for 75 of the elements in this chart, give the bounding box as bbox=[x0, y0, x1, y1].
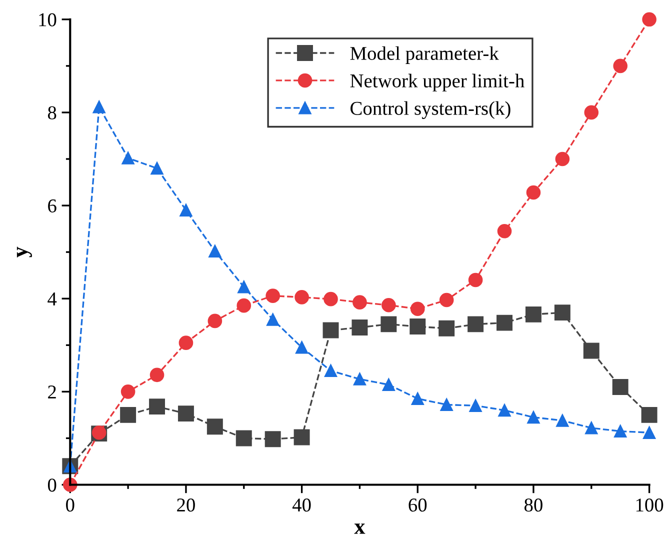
point bbox=[440, 398, 453, 412]
point bbox=[352, 295, 367, 310]
point bbox=[178, 406, 194, 422]
x-tick-label: 0 bbox=[66, 498, 74, 512]
point bbox=[585, 422, 598, 434]
legend-label: Model parameter-k bbox=[350, 46, 499, 64]
y-tick-label: 2 bbox=[48, 386, 56, 398]
point bbox=[438, 320, 455, 336]
x-tick-label: 60 bbox=[408, 498, 427, 512]
point bbox=[410, 318, 426, 335]
point bbox=[178, 336, 194, 350]
point bbox=[92, 100, 106, 114]
point bbox=[382, 298, 396, 312]
y-tick-label: 6 bbox=[48, 199, 56, 212]
point bbox=[352, 319, 368, 336]
legend-label: Network upper limit-h bbox=[350, 74, 524, 92]
x-tick-label: 80 bbox=[524, 498, 542, 512]
point bbox=[496, 314, 512, 331]
point bbox=[266, 288, 280, 303]
legend-label: Control system-rs(k) bbox=[350, 101, 510, 119]
point bbox=[527, 410, 540, 424]
point bbox=[410, 302, 425, 316]
x-tick-label: 100 bbox=[636, 498, 664, 512]
point bbox=[295, 341, 308, 354]
point bbox=[206, 418, 223, 435]
point bbox=[353, 372, 366, 386]
point bbox=[556, 414, 569, 427]
point bbox=[382, 378, 395, 392]
point bbox=[554, 304, 570, 321]
point bbox=[613, 58, 628, 74]
point bbox=[525, 306, 542, 322]
point bbox=[208, 244, 222, 258]
point bbox=[208, 314, 222, 328]
x-tick-label: 20 bbox=[177, 498, 195, 512]
y-tick-label: 0 bbox=[48, 478, 56, 492]
point bbox=[120, 406, 136, 423]
point bbox=[150, 368, 164, 382]
point bbox=[238, 280, 250, 294]
point bbox=[324, 292, 338, 306]
point bbox=[526, 185, 541, 200]
point bbox=[264, 431, 281, 448]
y-axis-title: y bbox=[16, 246, 32, 258]
y-tick-label: 10 bbox=[39, 13, 56, 26]
point bbox=[555, 152, 570, 166]
point bbox=[120, 384, 136, 399]
point bbox=[468, 272, 483, 288]
point bbox=[642, 12, 656, 27]
point bbox=[642, 426, 656, 439]
point bbox=[380, 316, 397, 332]
point bbox=[294, 429, 310, 446]
point bbox=[468, 316, 484, 332]
point bbox=[612, 379, 628, 396]
y-tick-label: 8 bbox=[48, 106, 56, 120]
point bbox=[411, 392, 424, 405]
point bbox=[498, 404, 511, 417]
point bbox=[149, 398, 165, 415]
point bbox=[294, 290, 309, 304]
point bbox=[583, 342, 600, 359]
point bbox=[324, 364, 338, 378]
point bbox=[150, 162, 164, 175]
point bbox=[614, 424, 627, 438]
point bbox=[641, 406, 658, 423]
point bbox=[236, 298, 252, 313]
point bbox=[122, 152, 134, 164]
point bbox=[266, 313, 280, 326]
x-tick-label: 40 bbox=[292, 498, 311, 512]
x-axis-title: x bbox=[354, 524, 366, 534]
point bbox=[469, 399, 482, 412]
point bbox=[584, 105, 599, 120]
point bbox=[322, 322, 339, 338]
point bbox=[180, 204, 192, 217]
point bbox=[439, 292, 454, 308]
point bbox=[236, 430, 252, 446]
y-tick-label: 4 bbox=[48, 292, 57, 306]
point bbox=[497, 224, 512, 238]
